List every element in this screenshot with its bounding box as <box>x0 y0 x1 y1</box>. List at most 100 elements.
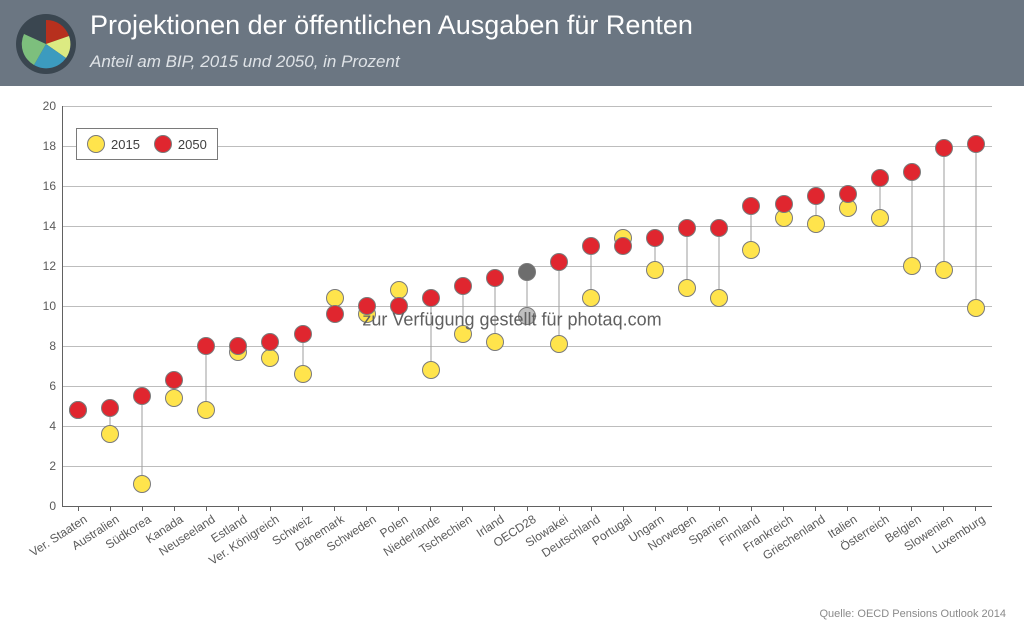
x-tick <box>174 506 175 511</box>
x-tick <box>559 506 560 511</box>
x-tick <box>430 506 431 511</box>
marker-2050 <box>614 237 632 255</box>
marker-2015 <box>133 475 151 493</box>
marker-2050 <box>646 229 664 247</box>
x-tick <box>302 506 303 511</box>
x-tick <box>270 506 271 511</box>
legend-marker-2015 <box>87 135 105 153</box>
marker-2015 <box>807 215 825 233</box>
legend-item-2015: 2015 <box>87 135 140 153</box>
marker-2050 <box>229 337 247 355</box>
marker-2050 <box>903 163 921 181</box>
connector-line <box>911 172 912 266</box>
marker-2050 <box>807 187 825 205</box>
marker-2015 <box>454 325 472 343</box>
gridline <box>62 466 992 467</box>
marker-2015 <box>871 209 889 227</box>
marker-2015 <box>294 365 312 383</box>
marker-2050 <box>871 169 889 187</box>
x-tick <box>238 506 239 511</box>
x-tick <box>142 506 143 511</box>
y-axis-line <box>62 106 63 506</box>
x-tick <box>687 506 688 511</box>
connector-line <box>142 396 143 484</box>
y-tick-label: 18 <box>26 139 56 153</box>
oecd-logo-svg <box>16 14 76 74</box>
x-tick <box>334 506 335 511</box>
marker-2015 <box>646 261 664 279</box>
x-tick <box>494 506 495 511</box>
marker-2050 <box>935 139 953 157</box>
marker-2050 <box>839 185 857 203</box>
x-tick <box>943 506 944 511</box>
y-tick-label: 4 <box>26 419 56 433</box>
legend-label-2015: 2015 <box>111 137 140 152</box>
marker-2050 <box>101 399 119 417</box>
connector-line <box>559 262 560 344</box>
x-tick <box>783 506 784 511</box>
marker-2015 <box>903 257 921 275</box>
legend-label-2050: 2050 <box>178 137 207 152</box>
chart-container: Projektionen der öffentlichen Ausgaben f… <box>0 0 1024 638</box>
marker-2050 <box>486 269 504 287</box>
marker-2050 <box>550 253 568 271</box>
x-tick <box>398 506 399 511</box>
marker-2015 <box>678 279 696 297</box>
legend-marker-2050 <box>154 135 172 153</box>
oecd-logo <box>16 14 76 74</box>
marker-2050 <box>294 325 312 343</box>
y-tick-label: 0 <box>26 499 56 513</box>
y-tick-label: 10 <box>26 299 56 313</box>
marker-2015 <box>935 261 953 279</box>
x-tick <box>366 506 367 511</box>
marker-2015 <box>550 335 568 353</box>
marker-2050 <box>165 371 183 389</box>
x-tick <box>78 506 79 511</box>
y-tick-label: 20 <box>26 99 56 113</box>
legend: 2015 2050 <box>76 128 218 160</box>
marker-2015 <box>101 425 119 443</box>
marker-2015 <box>742 241 760 259</box>
marker-2050 <box>422 289 440 307</box>
x-tick <box>591 506 592 511</box>
connector-line <box>430 298 431 370</box>
marker-2050 <box>710 219 728 237</box>
marker-2015 <box>710 289 728 307</box>
y-tick-label: 6 <box>26 379 56 393</box>
x-tick <box>527 506 528 511</box>
plot-area: 02468101214161820Ver. StaatenAustralienS… <box>62 106 992 506</box>
x-tick <box>623 506 624 511</box>
marker-2050 <box>742 197 760 215</box>
x-tick <box>847 506 848 511</box>
gridline <box>62 426 992 427</box>
x-tick <box>975 506 976 511</box>
marker-2015 <box>486 333 504 351</box>
marker-2050 <box>582 237 600 255</box>
marker-2050 <box>358 297 376 315</box>
marker-2050 <box>390 297 408 315</box>
connector-line <box>975 144 976 308</box>
y-tick-label: 8 <box>26 339 56 353</box>
x-tick <box>879 506 880 511</box>
marker-2015 <box>582 289 600 307</box>
marker-2050 <box>197 337 215 355</box>
marker-2015 <box>261 349 279 367</box>
x-tick <box>462 506 463 511</box>
legend-item-2050: 2050 <box>154 135 207 153</box>
marker-2015 <box>518 307 536 325</box>
x-tick <box>110 506 111 511</box>
y-tick-label: 14 <box>26 219 56 233</box>
marker-2015 <box>967 299 985 317</box>
x-tick <box>206 506 207 511</box>
chart-subtitle: Anteil am BIP, 2015 und 2050, in Prozent <box>90 52 400 72</box>
x-tick <box>655 506 656 511</box>
marker-2050 <box>133 387 151 405</box>
marker-2050 <box>775 195 793 213</box>
connector-line <box>943 148 944 270</box>
connector-line <box>719 228 720 298</box>
marker-2050 <box>69 401 87 419</box>
marker-2015 <box>165 389 183 407</box>
marker-2015 <box>422 361 440 379</box>
gridline <box>62 226 992 227</box>
x-tick <box>719 506 720 511</box>
